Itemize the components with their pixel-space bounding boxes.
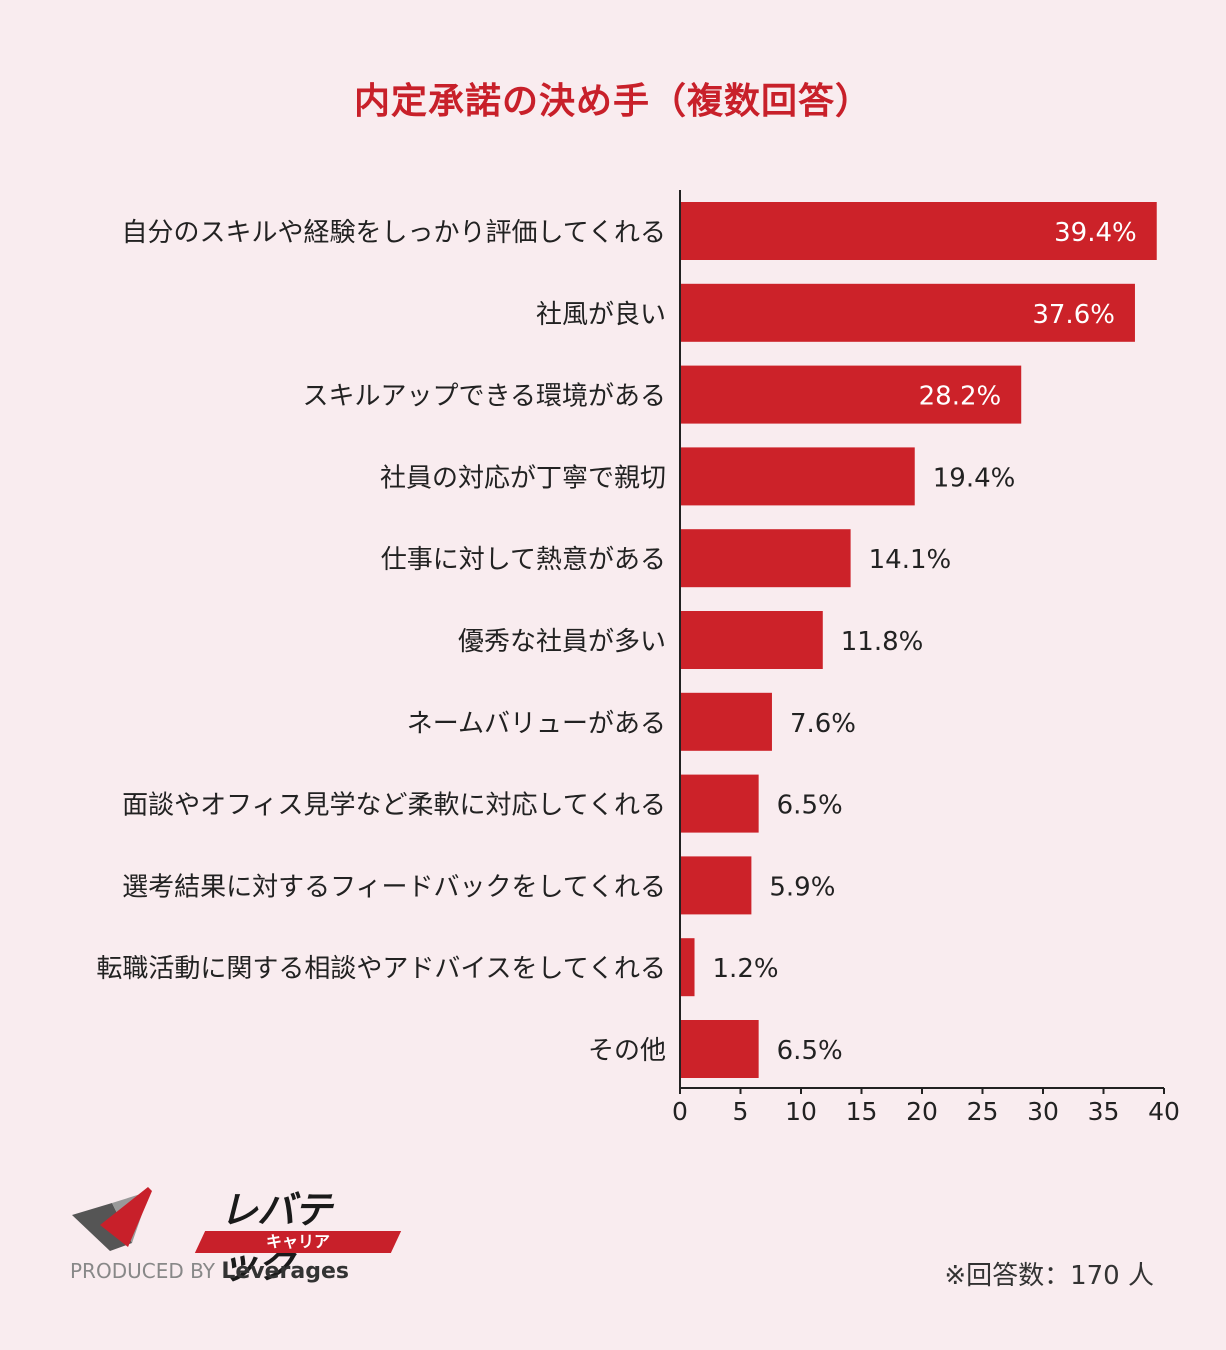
produced-by-company: Leverages <box>221 1259 349 1284</box>
bar <box>680 529 851 588</box>
category-label: スキルアップできる環境がある <box>303 382 666 412</box>
data-label: 6.5% <box>777 791 843 821</box>
data-label: 5.9% <box>769 872 835 902</box>
x-tick-label: 30 <box>1027 1097 1059 1126</box>
respondent-count-note: ※回答数：170 人 <box>944 1261 1154 1291</box>
category-label: 選考結果に対するフィードバックをしてくれる <box>122 872 666 902</box>
category-label: 面談やオフィス見学など柔軟に対応してくれる <box>122 791 666 821</box>
category-label: 社員の対応が丁寧で親切 <box>380 463 666 493</box>
data-label: 1.2% <box>713 954 779 984</box>
category-label: 転職活動に関する相談やアドバイスをしてくれる <box>96 954 666 984</box>
bar <box>680 856 752 915</box>
bar <box>680 938 695 997</box>
bar <box>680 774 759 833</box>
bar <box>680 692 772 751</box>
category-label: その他 <box>588 1036 666 1066</box>
bar <box>680 447 915 506</box>
x-tick-label: 10 <box>785 1097 817 1126</box>
bar <box>680 1020 759 1078</box>
category-label: 社風が良い <box>536 300 666 330</box>
x-tick-label: 40 <box>1148 1097 1180 1126</box>
x-tick-label: 15 <box>846 1097 878 1126</box>
x-tick-label: 20 <box>906 1097 938 1126</box>
checkmark-logo-icon <box>72 1187 152 1251</box>
category-label: 自分のスキルや経験をしっかり評価してくれる <box>122 218 666 248</box>
bar <box>680 283 1135 342</box>
bar-chart: 自分のスキルや経験をしっかり評価してくれる 39.4% 社風が良い 37.6% スキルア… <box>96 190 1180 1126</box>
data-label: 39.4% <box>1054 218 1137 248</box>
bar <box>680 365 1022 424</box>
bar <box>680 202 1157 260</box>
data-label: 28.2% <box>919 382 1002 412</box>
data-label: 6.5% <box>777 1036 843 1066</box>
data-label: 37.6% <box>1032 300 1115 330</box>
x-tick-label: 25 <box>967 1097 999 1126</box>
data-label: 14.1% <box>869 545 952 575</box>
x-tick-label: 0 <box>672 1097 688 1126</box>
category-label: 仕事に対して熱意がある <box>381 545 666 575</box>
x-tick-label: 35 <box>1088 1097 1120 1126</box>
logo-sub-text: キャリア <box>265 1232 330 1251</box>
category-label: ネームバリューがある <box>407 709 666 739</box>
x-tick-label: 5 <box>733 1097 749 1126</box>
produced-by: PRODUCED BY Leverages <box>70 1259 349 1284</box>
chart-title: 内定承諾の決め手（複数回答） <box>353 81 872 122</box>
data-label: 7.6% <box>790 709 856 739</box>
levtech-logo: レバテック キャリア PRODUCED BY Leverages <box>70 1185 402 1287</box>
data-label: 11.8% <box>841 627 924 657</box>
produced-by-label: PRODUCED BY <box>70 1259 215 1283</box>
data-label: 19.4% <box>933 463 1016 493</box>
category-label: 優秀な社員が多い <box>458 627 666 657</box>
bar <box>680 611 823 669</box>
